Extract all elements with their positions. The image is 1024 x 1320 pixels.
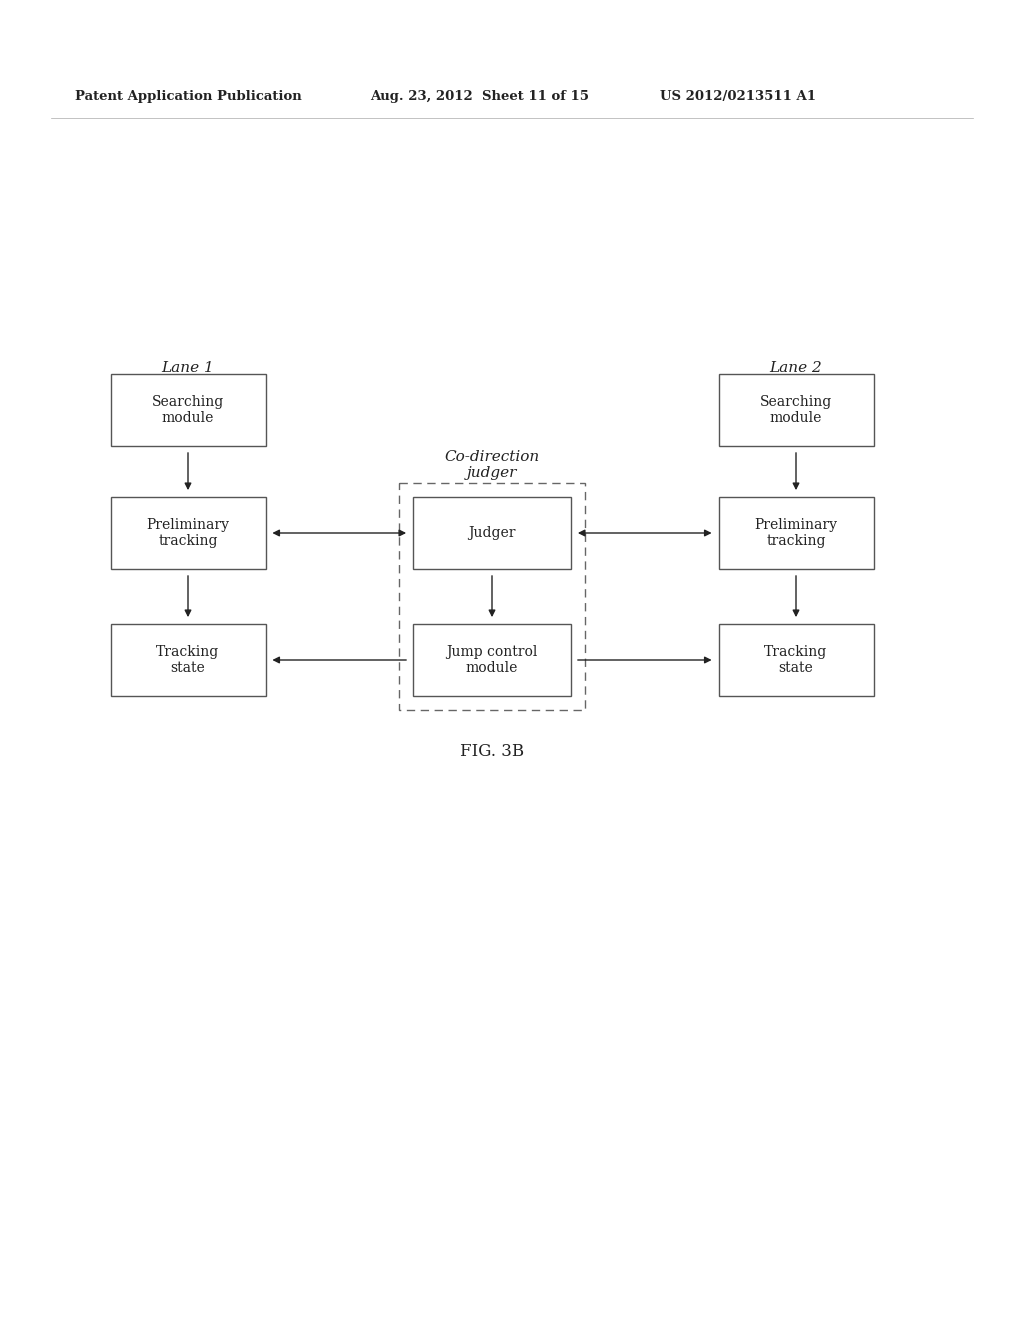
Text: Lane 1: Lane 1 <box>162 360 214 375</box>
Text: Aug. 23, 2012  Sheet 11 of 15: Aug. 23, 2012 Sheet 11 of 15 <box>370 90 589 103</box>
Text: Lane 2: Lane 2 <box>770 360 822 375</box>
Bar <box>111 498 265 569</box>
FancyArrowPatch shape <box>273 531 404 536</box>
Text: Tracking
state: Tracking state <box>157 645 219 675</box>
FancyArrowPatch shape <box>489 576 495 615</box>
Text: Preliminary
tracking: Preliminary tracking <box>146 517 229 548</box>
Bar <box>399 483 585 710</box>
Bar <box>719 498 873 569</box>
Bar <box>111 624 265 696</box>
FancyArrowPatch shape <box>794 576 799 615</box>
FancyArrowPatch shape <box>185 576 190 615</box>
Text: Tracking
state: Tracking state <box>764 645 827 675</box>
Text: US 2012/0213511 A1: US 2012/0213511 A1 <box>660 90 816 103</box>
Text: Searching
module: Searching module <box>152 395 224 425</box>
Bar <box>719 624 873 696</box>
Text: Patent Application Publication: Patent Application Publication <box>75 90 302 103</box>
Text: FIG. 3B: FIG. 3B <box>460 742 524 759</box>
Bar <box>413 624 571 696</box>
FancyArrowPatch shape <box>794 453 799 488</box>
Text: Searching
module: Searching module <box>760 395 833 425</box>
Text: Judger: Judger <box>468 525 516 540</box>
FancyArrowPatch shape <box>273 657 407 663</box>
FancyArrowPatch shape <box>185 453 190 488</box>
Bar <box>413 498 571 569</box>
FancyArrowPatch shape <box>578 657 711 663</box>
FancyArrowPatch shape <box>580 531 711 536</box>
Bar <box>719 374 873 446</box>
Text: Co-direction
judger: Co-direction judger <box>444 450 540 480</box>
Text: Jump control
module: Jump control module <box>446 645 538 675</box>
Text: Preliminary
tracking: Preliminary tracking <box>755 517 838 548</box>
Bar <box>111 374 265 446</box>
